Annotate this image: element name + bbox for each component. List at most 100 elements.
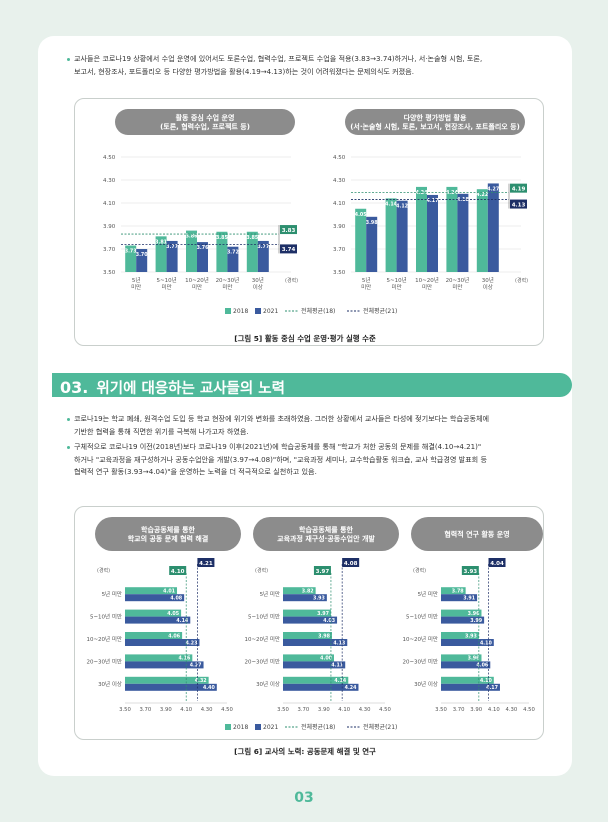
career-label: (경력) (515, 277, 528, 284)
bar-value-label: 3.85 (216, 235, 228, 241)
avg21-tag (342, 558, 360, 567)
bar-2018 (283, 587, 316, 595)
avg18-tag (313, 566, 331, 575)
body-line-2-1: 코로나19는 학교 폐쇄, 원격수업 도입 등 학교 현장에 위기와 변화를 초… (74, 414, 490, 423)
x-tick-label: 3.70 (298, 707, 310, 713)
fig6-chart2-header-bg (411, 517, 543, 551)
bar-value-label: 4.24 (345, 685, 357, 691)
bar-value-label: 4.32 (195, 678, 207, 684)
bar-value-label: 4.06 (476, 663, 488, 669)
bar-2018 (441, 676, 494, 684)
bullet-dot (67, 58, 70, 61)
y-tick-label: 4.10 (333, 201, 346, 207)
x-tick-label: 4.10 (338, 707, 350, 713)
bar-value-label: 3.70 (136, 252, 148, 258)
intro-line-2: 보고서, 현장조사, 포트폴리오 등 다양한 평가방법을 활용(4.19→4.1… (74, 66, 414, 76)
bar-2018 (355, 208, 367, 272)
career-label: (경력) (255, 567, 268, 574)
x-category-label: 30년 (252, 276, 264, 284)
y-category-label: 10~20년 미만 (402, 635, 438, 643)
bar-2018 (476, 189, 488, 272)
section-title-text: 위기에 대응하는 교사들의 노력 (96, 381, 285, 397)
bar-2018 (446, 186, 458, 272)
y-category-label: 20~30년 미만 (402, 657, 438, 665)
bar-value-label: 4.06 (168, 633, 180, 639)
bar-value-label: 3.93 (313, 596, 325, 602)
bar-2018 (441, 587, 466, 595)
career-label: (경력) (97, 567, 110, 574)
x-tick-label: 3.70 (453, 707, 465, 713)
y-tick-label: 3.70 (103, 247, 116, 253)
bullet-dot (67, 418, 70, 421)
career-label: (경력) (413, 567, 426, 574)
y-tick-label: 3.90 (333, 224, 346, 230)
x-tick-label: 4.10 (488, 707, 500, 713)
y-tick-label: 4.30 (103, 178, 116, 184)
bar-2021 (441, 683, 500, 691)
y-tick-label: 4.50 (103, 155, 116, 161)
bar-2021 (125, 683, 217, 691)
legend-2021-label: 2021 (263, 724, 278, 731)
bar-2021 (283, 661, 346, 669)
fig6-chart0-header-title: 학습공동체를 통한 (141, 525, 196, 534)
bar-2021 (283, 616, 338, 624)
bar-2021 (441, 616, 485, 624)
bar-2018 (385, 198, 397, 272)
fig5-chart1-header-title: 다양한 평가방법 활용 (404, 113, 467, 122)
bar-2018 (125, 609, 182, 617)
section-number: 03. (60, 378, 89, 397)
page: 교사들은 코로나19 상황에서 수업 운영에 있어서도 토론수업, 협력수업, … (38, 36, 572, 776)
body-line-3-1: 구체적으로 코로나19 이전(2018년)보다 코로나19 이후(2021년)에… (74, 442, 482, 451)
fig6-chart1-header-bg (253, 517, 399, 551)
legend-2018-label: 2018 (233, 308, 248, 315)
bar-value-label: 4.40 (203, 685, 215, 691)
y-category-label: 5~10년 미만 (90, 613, 122, 621)
x-tick-label: 4.30 (359, 707, 371, 713)
bar-2018 (283, 609, 331, 617)
x-tick-label: 3.90 (470, 707, 482, 713)
x-category-label: 미만 (361, 283, 371, 291)
avg18-label: 3.83 (282, 228, 296, 234)
x-category-label: 미만 (222, 283, 232, 291)
bar-value-label: 4.22 (476, 192, 488, 198)
avg21-label: 3.74 (282, 247, 296, 253)
bar-value-label: 3.96 (468, 656, 480, 662)
bar-value-label: 3.98 (318, 633, 330, 639)
bar-value-label: 3.98 (366, 220, 378, 226)
bar-value-label: 3.82 (302, 589, 314, 595)
bar-2021 (427, 194, 438, 272)
bar-value-label: 3.86 (186, 234, 198, 240)
y-category-label: 5년 미만 (260, 590, 280, 598)
x-category-label: 5~10년 (157, 276, 177, 284)
page-number: 03 (294, 790, 314, 806)
bar-2021 (166, 240, 178, 272)
x-tick-label: 3.50 (119, 707, 131, 713)
avg21-tag (197, 558, 215, 567)
bar-value-label: 3.77 (166, 244, 178, 250)
bar-2021 (125, 616, 191, 624)
body-line-3-3: 협력적 연구 활동(3.93→4.04)"을 운영하는 노력을 더 적극적으로 … (74, 467, 317, 476)
bar-2021 (227, 246, 239, 272)
intro-line-1: 교사들은 코로나19 상황에서 수업 운영에 있어서도 토론수업, 협력수업, … (74, 54, 483, 63)
x-category-label: 5~10년 (387, 276, 407, 284)
bar-2018 (186, 230, 197, 272)
bar-value-label: 3.99 (470, 618, 482, 624)
bar-value-label: 4.13 (333, 640, 345, 646)
fig5-chart1-header-title: (서·논술형 시험, 토론, 보고서, 현장조사, 포트폴리오 등) (350, 122, 520, 131)
bar-2021 (125, 639, 200, 646)
section-title: 03. 위기에 대응하는 교사들의 노력 (60, 377, 285, 398)
bar-value-label: 3.81 (155, 239, 167, 245)
bar-2021 (257, 240, 269, 272)
legend-2018-label: 2018 (233, 724, 248, 731)
bar-value-label: 3.91 (463, 596, 475, 602)
x-category-label: 10~20년 (185, 276, 209, 284)
bar-value-label: 4.11 (331, 663, 343, 669)
bar-value-label: 3.78 (452, 589, 464, 595)
bar-value-label: 3.73 (125, 249, 137, 255)
bar-value-label: 3.96 (468, 611, 480, 617)
bar-2018 (416, 186, 427, 272)
bar-2021 (441, 661, 491, 669)
bar-value-label: 4.08 (170, 596, 182, 602)
body-line-2-2: 기반한 협력을 통해 직면한 위기를 극복해 나가고자 하였음. (74, 426, 249, 436)
